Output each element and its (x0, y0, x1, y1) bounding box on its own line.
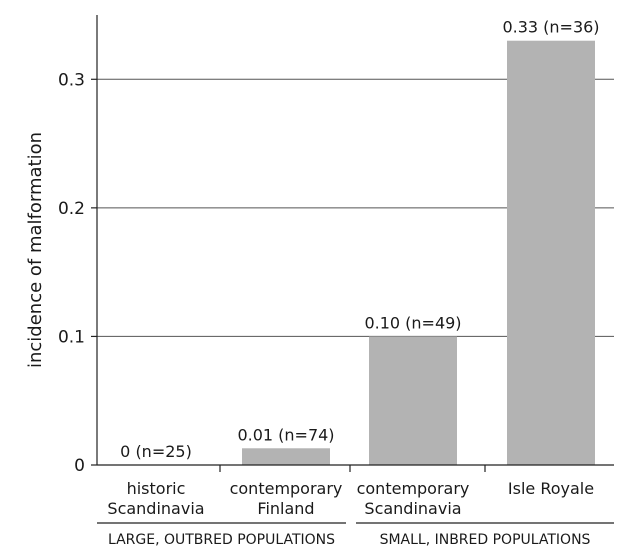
category-label-3-0: Isle Royale (508, 479, 594, 498)
group-label-0: LARGE, OUTBRED POPULATIONS (108, 532, 335, 548)
y-tick-label-2: 0.2 (58, 199, 85, 219)
y-axis-title: incidence of malformation (25, 132, 46, 368)
data-label-2: 0.10 (n=49) (364, 313, 461, 332)
y-tick-label-1: 0.1 (58, 327, 85, 347)
category-label-0-1: Scandinavia (107, 499, 204, 518)
category-label-0-0: historic (127, 479, 186, 498)
data-label-0: 0 (n=25) (120, 442, 192, 461)
category-label-2-1: Scandinavia (364, 499, 461, 518)
group-label-1: SMALL, INBRED POPULATIONS (380, 532, 591, 548)
category-label-1-1: Finland (257, 499, 314, 518)
y-tick-label-0: 0 (74, 456, 85, 476)
bar-1 (242, 448, 330, 465)
bar-3 (507, 40, 595, 465)
data-label-3: 0.33 (n=36) (502, 18, 599, 37)
category-label-2-0: contemporary (357, 479, 470, 498)
y-tick-label-3: 0.3 (58, 70, 85, 90)
category-label-1-0: contemporary (230, 479, 343, 498)
bar-2 (369, 336, 457, 465)
data-label-1: 0.01 (n=74) (237, 425, 334, 444)
